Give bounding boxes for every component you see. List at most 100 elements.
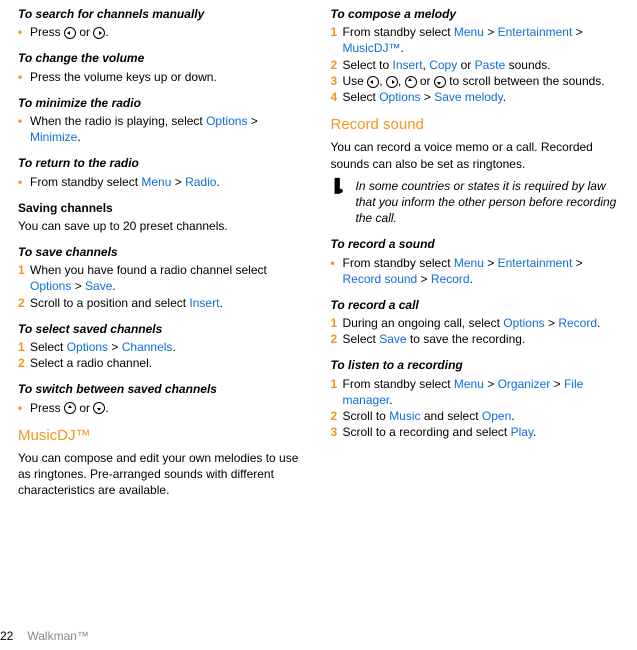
step-text: Select Options > Save melody. — [343, 89, 622, 105]
search-left-icon — [64, 27, 76, 39]
step-number: 3 — [331, 73, 343, 89]
bullet-icon: • — [18, 24, 30, 40]
bullet-icon: • — [18, 174, 30, 190]
nav-left-icon — [367, 76, 379, 88]
link-copy: Copy — [429, 58, 457, 72]
link-save: Save — [379, 332, 406, 346]
heading-return-radio: To return to the radio — [18, 155, 309, 171]
step-number: 2 — [331, 57, 343, 73]
step-text: From standby select Menu > Entertainment… — [343, 24, 622, 56]
link-musicdj: MusicDJ™ — [343, 41, 401, 55]
link-play: Play — [511, 425, 533, 439]
link-entertainment: Entertainment — [498, 256, 573, 270]
nav-right-icon — [386, 76, 398, 88]
step-number: 2 — [331, 331, 343, 347]
footer-section: Walkman™ — [27, 628, 89, 644]
step-number: 2 — [331, 408, 343, 424]
step-text: Press the volume keys up or down. — [30, 69, 309, 85]
page-footer: 22 Walkman™ — [0, 628, 89, 644]
link-organizer: Organizer — [498, 377, 551, 391]
nav-down-icon — [434, 76, 446, 88]
left-column: To search for channels manually •Press o… — [18, 6, 309, 505]
link-entertainment: Entertainment — [498, 25, 573, 39]
page-number: 22 — [0, 628, 13, 644]
step-text: Select to Insert, Copy or Paste sounds. — [343, 57, 622, 73]
link-menu: Menu — [454, 377, 484, 391]
link-menu: Menu — [454, 256, 484, 270]
heading-minimize-radio: To minimize the radio — [18, 95, 309, 111]
heading-search-manually: To search for channels manually — [18, 6, 309, 22]
link-insert: Insert — [393, 58, 423, 72]
link-radio: Radio — [185, 175, 216, 189]
manual-page: To search for channels manually •Press o… — [0, 0, 637, 650]
step-text: Select Options > Channels. — [30, 339, 309, 355]
link-options: Options — [503, 316, 544, 330]
link-options: Options — [206, 114, 247, 128]
link-open: Open — [482, 409, 511, 423]
link-channels: Channels — [122, 340, 173, 354]
link-record: Record — [558, 316, 597, 330]
step-number: 3 — [331, 424, 343, 440]
step-number: 2 — [18, 355, 30, 371]
bullet-icon: • — [18, 69, 30, 85]
step-number: 4 — [331, 89, 343, 105]
bullet-icon: • — [18, 113, 30, 145]
info-icon: ❚• — [331, 178, 350, 227]
right-column: To compose a melody 1From standby select… — [331, 6, 622, 505]
step-number: 1 — [331, 376, 343, 408]
body-text: You can record a voice memo or a call. R… — [331, 139, 622, 171]
bullet-icon: • — [18, 400, 30, 416]
link-paste: Paste — [475, 58, 506, 72]
heading-select-saved: To select saved channels — [18, 321, 309, 337]
heading-change-volume: To change the volume — [18, 50, 309, 66]
heading-listen-recording: To listen to a recording — [331, 357, 622, 373]
link-minimize: Minimize — [30, 130, 77, 144]
heading-save-channels: To save channels — [18, 244, 309, 260]
step-text: Use , , or to scroll between the sounds. — [343, 73, 622, 89]
heading-switch-saved: To switch between saved channels — [18, 381, 309, 397]
link-options: Options — [379, 90, 420, 104]
link-save-melody: Save melody — [434, 90, 502, 104]
heading-record-sound: To record a sound — [331, 236, 622, 252]
step-text: From standby select Menu > Radio. — [30, 174, 309, 190]
subheading-saving-channels: Saving channels — [18, 200, 309, 216]
bullet-icon: • — [331, 255, 343, 287]
search-right-icon — [93, 27, 105, 39]
link-record: Record — [431, 272, 470, 286]
nav-up-icon — [405, 76, 417, 88]
step-text: Scroll to a position and select Insert. — [30, 295, 309, 311]
step-text: Press or . — [30, 400, 309, 416]
step-text: When the radio is playing, select Option… — [30, 113, 309, 145]
link-menu: Menu — [141, 175, 171, 189]
step-text: Press or . — [30, 24, 309, 40]
link-record-sound: Record sound — [343, 272, 418, 286]
step-text: From standby select Menu > Entertainment… — [343, 255, 622, 287]
section-musicdj: MusicDJ™ — [18, 426, 309, 446]
step-text: Select Save to save the recording. — [343, 331, 622, 347]
body-text: You can save up to 20 preset channels. — [18, 218, 309, 234]
body-text: You can compose and edit your own melodi… — [18, 450, 309, 499]
note-box: ❚• In some countries or states it is req… — [331, 178, 622, 227]
step-number: 1 — [331, 24, 343, 56]
link-music: Music — [389, 409, 420, 423]
step-text: Scroll to Music and select Open. — [343, 408, 622, 424]
step-number: 1 — [331, 315, 343, 331]
step-text: When you have found a radio channel sele… — [30, 262, 309, 294]
step-number: 1 — [18, 339, 30, 355]
heading-record-call: To record a call — [331, 297, 622, 313]
step-number: 2 — [18, 295, 30, 311]
link-options: Options — [30, 279, 71, 293]
link-options: Options — [67, 340, 108, 354]
step-text: Scroll to a recording and select Play. — [343, 424, 622, 440]
columns: To search for channels manually •Press o… — [18, 6, 621, 505]
nav-down-icon — [93, 402, 105, 414]
section-record-sound: Record sound — [331, 115, 622, 135]
step-number: 1 — [18, 262, 30, 294]
step-text: From standby select Menu > Organizer > F… — [343, 376, 622, 408]
link-menu: Menu — [454, 25, 484, 39]
step-text: During an ongoing call, select Options >… — [343, 315, 622, 331]
nav-up-icon — [64, 402, 76, 414]
link-insert: Insert — [189, 296, 219, 310]
link-save: Save — [85, 279, 112, 293]
step-text: Select a radio channel. — [30, 355, 309, 371]
